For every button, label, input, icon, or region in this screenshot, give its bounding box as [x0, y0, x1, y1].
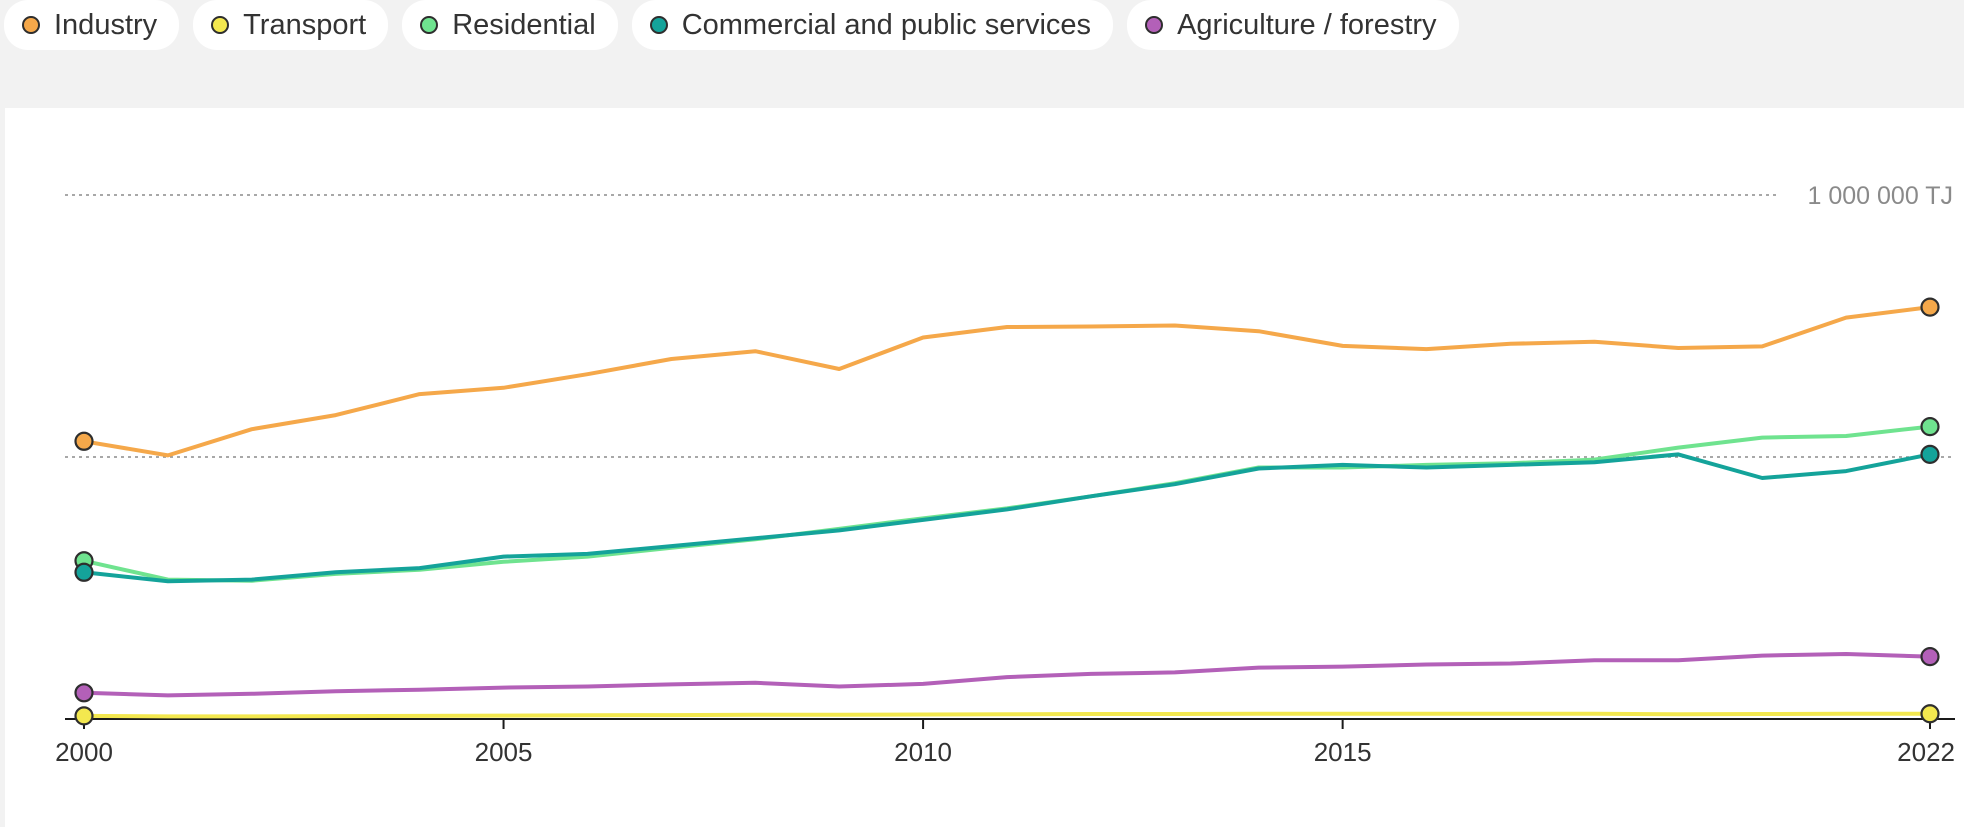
x-tick-label: 2015 — [1314, 737, 1372, 767]
legend-item-commercial-and-public-services[interactable]: Commercial and public services — [631, 0, 1114, 50]
legend: Industry Transport Residential Commercial a… — [4, 0, 1459, 50]
series-line-industry — [82, 305, 1932, 458]
series-line-commercial-and-public-services — [82, 452, 1932, 584]
legend-item-agriculture-forestry[interactable]: Agriculture / forestry — [1127, 0, 1459, 50]
x-tick-label: 2022 — [1897, 737, 1955, 767]
legend-label: Residential — [452, 8, 596, 41]
line-chart: 1 000 000 TJ 2000 2005 2010 2015 2022 — [55, 182, 1955, 767]
data-point-commercial-and-public-services-2022 — [1920, 444, 1940, 464]
data-point-industry-2000 — [74, 431, 94, 451]
legend-label: Commercial and public services — [681, 8, 1092, 41]
chart-panel: 1 000 000 TJ 2000 2005 2010 2015 2022 — [5, 108, 1964, 827]
data-point-industry-2022 — [1920, 297, 1940, 317]
legend-swatch-icon — [22, 16, 40, 34]
legend-item-residential[interactable]: Residential — [402, 0, 618, 50]
data-point-transport-2000 — [74, 706, 94, 726]
x-tick-label: 2010 — [894, 737, 952, 767]
data-point-commercial-and-public-services-2000 — [74, 562, 94, 582]
series-line-residential — [82, 424, 1932, 583]
series-line-agriculture-forestry — [82, 652, 1932, 698]
legend-label: Transport — [243, 8, 367, 41]
legend-item-industry[interactable]: Industry — [4, 0, 180, 50]
data-point-transport-2022 — [1920, 704, 1940, 724]
legend-label: Agriculture / forestry — [1177, 8, 1437, 41]
gridline-label: 1 000 000 TJ — [1808, 182, 1953, 210]
legend-swatch-icon — [211, 16, 230, 34]
data-point-agriculture-forestry-2000 — [74, 683, 94, 703]
x-tick-label: 2005 — [475, 737, 533, 767]
legend-swatch-icon — [649, 16, 668, 34]
data-point-residential-2022 — [1920, 417, 1940, 437]
series-line-transport — [82, 711, 1932, 719]
x-tick-label: 2000 — [55, 737, 113, 767]
legend-item-transport[interactable]: Transport — [193, 0, 389, 50]
legend-swatch-icon — [420, 16, 439, 34]
data-point-agriculture-forestry-2022 — [1920, 647, 1940, 667]
legend-swatch-icon — [1145, 16, 1164, 34]
legend-label: Industry — [54, 8, 158, 41]
